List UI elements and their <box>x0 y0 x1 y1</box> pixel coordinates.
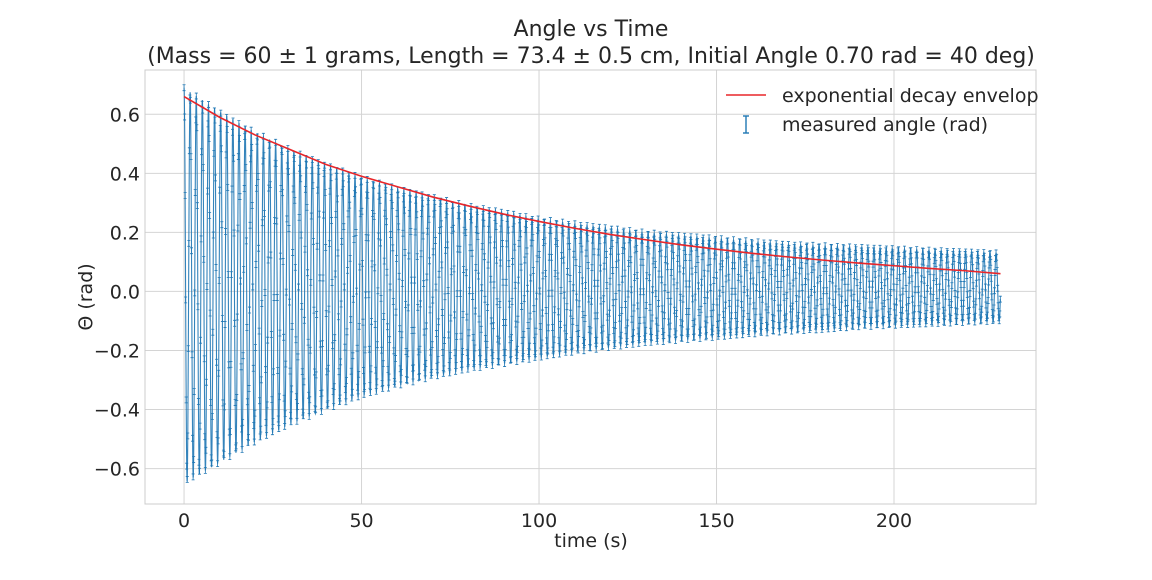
measured-angle-series <box>182 84 1002 483</box>
x-tick-label: 100 <box>521 510 557 532</box>
x-tick-label: 200 <box>876 510 912 532</box>
legend: exponential decay envelop measured angle… <box>726 85 1039 136</box>
x-axis-label: time (s) <box>554 530 628 552</box>
legend-errorbar-swatch <box>743 115 749 134</box>
chart-title: Angle vs Time <box>514 17 669 42</box>
legend-label-envelope: exponential decay envelop <box>782 85 1039 107</box>
plot-layer <box>182 84 1002 483</box>
x-tick-label: 50 <box>349 510 373 532</box>
y-tick-label: 0.0 <box>110 281 140 303</box>
x-tick-label: 150 <box>698 510 734 532</box>
legend-label-measured: measured angle (rad) <box>782 114 988 136</box>
y-tick-label: −0.4 <box>94 400 140 422</box>
tick-layer: 0 50 100 150 200 −0.6 −0.4 −0.2 0.0 0.2 0.4 0.6 <box>94 104 912 532</box>
y-tick-label: 0.6 <box>110 104 140 126</box>
measured-angle-trace <box>183 87 1001 482</box>
plot-frame <box>144 69 1037 505</box>
y-tick-label: 0.2 <box>110 222 140 244</box>
y-axis-label: Θ (rad) <box>75 263 97 330</box>
measured-angle-errorbars <box>182 84 1002 483</box>
exponential-decay-envelope-line <box>183 95 1001 275</box>
y-tick-label: 0.4 <box>110 163 140 185</box>
chart-subtitle: (Mass = 60 ± 1 grams, Length = 73.4 ± 0.… <box>147 44 1035 69</box>
x-tick-label: 0 <box>178 510 190 532</box>
y-tick-label: −0.6 <box>94 459 140 481</box>
grid-layer <box>145 70 1036 504</box>
y-tick-label: −0.2 <box>94 340 140 362</box>
